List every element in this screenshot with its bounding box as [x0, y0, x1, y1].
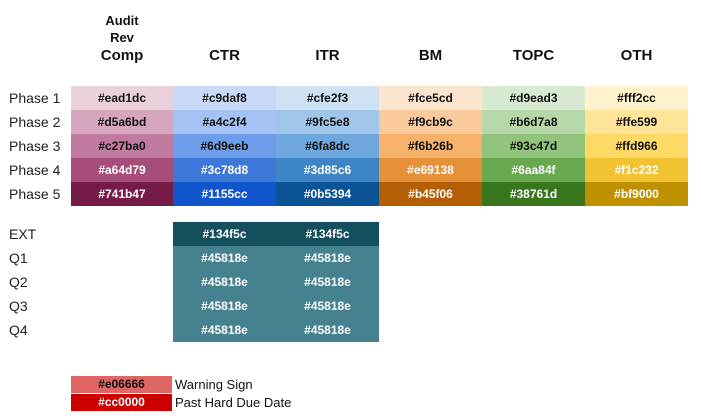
- color-swatch-cell: #134f5c: [173, 222, 276, 246]
- color-swatch-cell: #f1c232: [585, 158, 688, 182]
- color-swatch-cell: #45818e: [173, 294, 276, 318]
- column-header-line: CTR: [209, 47, 240, 64]
- column-header: OTH: [585, 8, 688, 66]
- color-swatch-cell: #3d85c6: [276, 158, 379, 182]
- color-swatch-cell: #f9cb9c: [379, 110, 482, 134]
- color-swatch-cell: #a64d79: [71, 158, 173, 182]
- column-header-line: ITR: [315, 47, 340, 64]
- color-swatch-cell: #93c47d: [482, 134, 585, 158]
- color-swatch-cell: #b6d7a8: [482, 110, 585, 134]
- column-header-line: BM: [418, 47, 443, 64]
- color-swatch-cell: #fff2cc: [585, 86, 688, 110]
- color-swatch-cell: #741b47: [71, 182, 173, 206]
- color-swatch-cell: #ffd966: [585, 134, 688, 158]
- phase-row-label: Phase 2: [9, 114, 61, 130]
- color-swatch-cell: #d5a6bd: [71, 110, 173, 134]
- color-swatch-cell: #45818e: [276, 294, 379, 318]
- color-swatch-cell: #45818e: [276, 318, 379, 342]
- color-swatch-cell: #e69138: [379, 158, 482, 182]
- color-swatch-cell: #c9daf8: [173, 86, 276, 110]
- column-header-line: Audit: [105, 13, 139, 28]
- color-swatch-cell: #fce5cd: [379, 86, 482, 110]
- column-header-text: TOPC: [513, 46, 554, 66]
- column-header-text: ITR: [315, 46, 339, 66]
- color-swatch-cell: #6aa84f: [482, 158, 585, 182]
- column-header: Audit Rev Comp: [71, 8, 173, 66]
- color-swatch-cell: #6fa8dc: [276, 134, 379, 158]
- ext-row-label: EXT: [9, 226, 37, 242]
- column-header: ITR: [276, 8, 379, 66]
- legend-swatch: #e06666: [71, 376, 172, 393]
- column-header: CTR: [173, 8, 276, 66]
- color-swatch-cell: #134f5c: [276, 222, 379, 246]
- color-swatch-cell: #a4c2f4: [173, 110, 276, 134]
- color-swatch-cell: #45818e: [173, 270, 276, 294]
- color-swatch-cell: #ead1dc: [71, 86, 173, 110]
- color-swatch-cell: #45818e: [173, 318, 276, 342]
- phase-row-label: Phase 1: [9, 90, 61, 106]
- ext-row-label: Q1: [9, 250, 28, 266]
- ext-row-label: Q2: [9, 274, 28, 290]
- color-swatch-cell: #45818e: [173, 246, 276, 270]
- legend-label: Past Hard Due Date: [175, 395, 292, 410]
- color-swatch-cell: #45818e: [276, 246, 379, 270]
- legend-label: Warning Sign: [175, 377, 253, 392]
- column-header-text: OTH: [621, 46, 653, 66]
- color-swatch-cell: #38761d: [482, 182, 585, 206]
- column-header-line: Comp: [100, 47, 144, 64]
- column-header-line: Rev: [110, 30, 134, 45]
- color-swatch-cell: #9fc5e8: [276, 110, 379, 134]
- column-header-text: Audit Rev Comp: [101, 12, 144, 66]
- color-swatch-cell: #b45f06: [379, 182, 482, 206]
- color-swatch-cell: #0b5394: [276, 182, 379, 206]
- column-header-line: TOPC: [512, 47, 555, 64]
- color-swatch-cell: #3c78d8: [173, 158, 276, 182]
- color-swatch-cell: #6d9eeb: [173, 134, 276, 158]
- color-swatch-cell: #bf9000: [585, 182, 688, 206]
- column-header-text: CTR: [209, 46, 240, 66]
- ext-row-label: Q3: [9, 298, 28, 314]
- ext-row-label: Q4: [9, 322, 28, 338]
- column-header-line: OTH: [620, 47, 653, 64]
- column-header-text: BM: [419, 46, 442, 66]
- color-swatch-cell: #1155cc: [173, 182, 276, 206]
- phase-row-label: Phase 3: [9, 138, 61, 154]
- phase-row-label: Phase 4: [9, 162, 61, 178]
- color-swatch-cell: #ffe599: [585, 110, 688, 134]
- column-header: BM: [379, 8, 482, 66]
- color-swatch-cell: #c27ba0: [71, 134, 173, 158]
- phase-row-label: Phase 5: [9, 186, 61, 202]
- color-swatch-cell: #f6b26b: [379, 134, 482, 158]
- color-swatch-cell: #d9ead3: [482, 86, 585, 110]
- color-swatch-cell: #45818e: [276, 270, 379, 294]
- legend-swatch: #cc0000: [71, 394, 172, 411]
- color-swatch-cell: #cfe2f3: [276, 86, 379, 110]
- column-header: TOPC: [482, 8, 585, 66]
